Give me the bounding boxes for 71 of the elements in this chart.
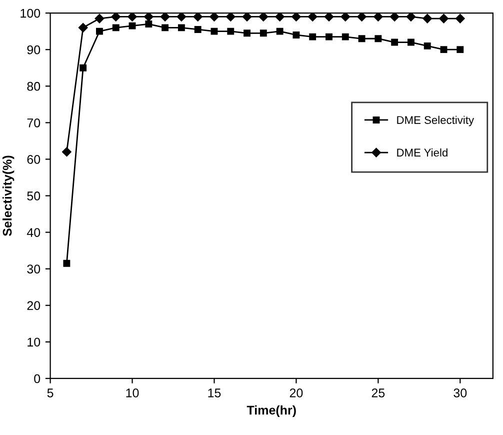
point bbox=[128, 13, 137, 22]
point bbox=[292, 32, 300, 38]
legend-label: DME Selectivity bbox=[397, 116, 474, 126]
y-tick-label: 40 bbox=[26, 228, 40, 237]
point bbox=[342, 33, 349, 40]
point bbox=[244, 30, 250, 37]
y-tick-label: 70 bbox=[27, 118, 40, 128]
point bbox=[326, 33, 332, 40]
point bbox=[276, 28, 284, 35]
point bbox=[422, 14, 432, 24]
legend-label: DME Yield bbox=[397, 148, 448, 157]
point bbox=[407, 38, 414, 46]
y-tick-label: 60 bbox=[27, 155, 40, 164]
point bbox=[96, 28, 103, 35]
point bbox=[145, 20, 152, 28]
y-axis-title: Selectivity(%) bbox=[2, 156, 14, 236]
point bbox=[193, 13, 202, 22]
point bbox=[78, 23, 88, 32]
y-tick-label: 20 bbox=[27, 301, 40, 310]
point bbox=[374, 13, 383, 22]
point bbox=[162, 24, 169, 32]
point bbox=[406, 13, 416, 22]
point bbox=[391, 38, 398, 46]
point bbox=[176, 13, 186, 22]
point bbox=[242, 13, 252, 22]
point bbox=[62, 147, 72, 157]
point bbox=[324, 13, 334, 22]
point bbox=[111, 13, 120, 22]
point bbox=[357, 13, 366, 22]
y-tick-label: 0 bbox=[34, 374, 40, 384]
x-tick-label: 15 bbox=[208, 388, 221, 398]
point bbox=[340, 13, 350, 22]
x-tick-label: 20 bbox=[290, 388, 303, 398]
point bbox=[424, 42, 431, 50]
point bbox=[94, 14, 104, 24]
x-tick-label: 30 bbox=[454, 388, 467, 398]
point bbox=[227, 28, 234, 35]
y-tick-label: 30 bbox=[27, 264, 40, 274]
y-tick-label: 90 bbox=[27, 45, 40, 54]
point bbox=[128, 22, 136, 30]
point bbox=[160, 13, 170, 22]
x-tick-label: 5 bbox=[47, 388, 54, 398]
point bbox=[275, 13, 284, 22]
point bbox=[292, 13, 301, 22]
point bbox=[63, 260, 70, 267]
y-tick-label: 100 bbox=[20, 8, 40, 18]
point bbox=[358, 35, 366, 42]
point bbox=[258, 13, 268, 22]
point bbox=[178, 24, 185, 32]
point bbox=[456, 14, 465, 24]
point bbox=[210, 28, 218, 35]
y-tick-label: 10 bbox=[28, 338, 40, 347]
point bbox=[309, 33, 316, 40]
x-tick-label: 10 bbox=[126, 388, 139, 398]
point bbox=[112, 24, 120, 32]
point bbox=[456, 46, 464, 54]
x-axis-title: Time(hr) bbox=[246, 405, 296, 418]
y-tick-label: 50 bbox=[27, 192, 40, 200]
point bbox=[210, 13, 219, 22]
x-tick-label: 25 bbox=[372, 388, 385, 398]
point bbox=[80, 64, 87, 72]
y-tick-label: 80 bbox=[27, 82, 40, 91]
point bbox=[308, 13, 318, 22]
point bbox=[226, 13, 236, 22]
point bbox=[439, 14, 448, 24]
point bbox=[440, 46, 448, 54]
point bbox=[144, 13, 154, 22]
point bbox=[260, 30, 267, 37]
point bbox=[374, 35, 382, 42]
point bbox=[390, 13, 400, 22]
point bbox=[194, 26, 202, 33]
